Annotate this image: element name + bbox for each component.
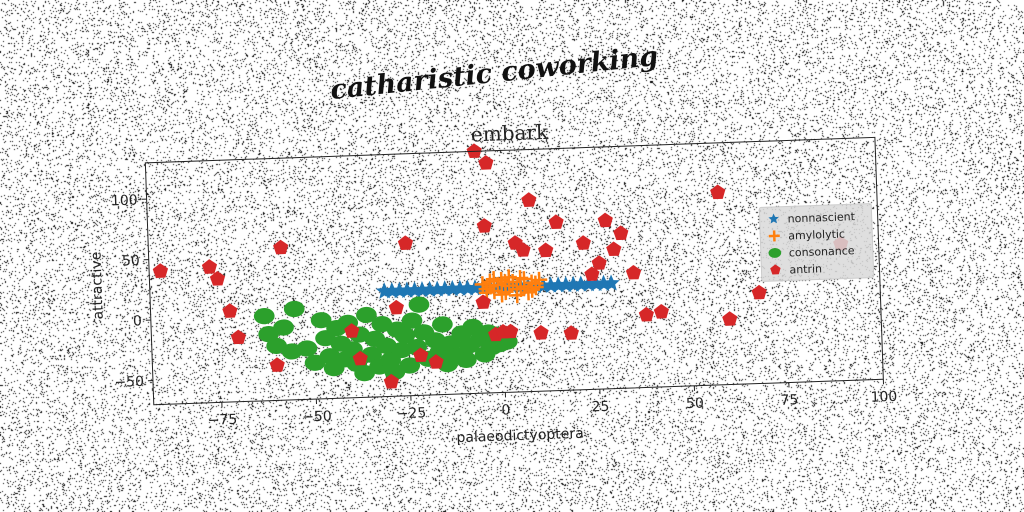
y-tick-label: 0 <box>133 313 142 329</box>
antrin-point <box>653 303 669 319</box>
antrin-point <box>548 214 564 230</box>
y-axis-label: attractive <box>88 251 106 319</box>
antrin-point <box>710 184 726 200</box>
antrin-point <box>344 323 360 338</box>
consonance-point <box>399 357 421 374</box>
legend-label: amylolytic <box>788 227 845 242</box>
antrin-point <box>538 242 554 258</box>
consonance-point <box>296 340 318 357</box>
amylolytic-point <box>512 280 529 298</box>
y-tick-label: −50 <box>114 374 144 391</box>
antrin-point <box>503 323 519 339</box>
amylolytic-point <box>493 286 510 303</box>
amylolytic-point <box>497 274 514 291</box>
consonance-point <box>273 319 294 336</box>
antrin-point <box>584 266 600 281</box>
consonance-point <box>283 300 305 318</box>
x-tick-label: 0 <box>501 402 510 418</box>
antrin-point <box>533 325 549 340</box>
consonance-point <box>462 318 484 336</box>
plot-area <box>152 143 849 389</box>
amylolytic-point <box>527 275 544 292</box>
antrin-point <box>613 225 629 241</box>
antrin-point <box>222 303 238 318</box>
antrin-point <box>352 350 368 366</box>
x-tick-label: 50 <box>686 396 704 413</box>
antrin-point <box>201 259 218 274</box>
consonance-point <box>253 307 275 325</box>
antrin-point <box>152 263 169 278</box>
consonance-point <box>371 315 393 333</box>
antrin-point <box>515 242 531 257</box>
y-tick-label: 100 <box>111 192 138 209</box>
consonance-point <box>266 337 287 355</box>
legend-box <box>758 203 875 282</box>
antrin-point <box>209 271 226 286</box>
axes-frame <box>144 136 884 406</box>
antrin-point <box>606 241 622 257</box>
amylolytic-point <box>516 271 533 288</box>
antrin-point <box>638 306 654 322</box>
antrin-point <box>476 218 492 233</box>
x-tick-label: 25 <box>591 399 609 416</box>
amylolytic-point <box>531 271 548 288</box>
antrin-point <box>591 255 607 270</box>
consonance-point <box>401 312 423 329</box>
antrin-point <box>597 212 613 228</box>
consonance-point <box>432 316 453 333</box>
antrin-point <box>563 325 579 340</box>
x-tick-label: −25 <box>396 405 426 422</box>
x-tick-label: 75 <box>780 392 798 409</box>
antrin-point <box>625 264 642 280</box>
antrin-point <box>521 192 537 207</box>
antrin-point <box>397 235 414 250</box>
amylolytic-point <box>482 278 499 295</box>
legend-label: nonnascient <box>787 210 855 225</box>
consonance-point <box>394 327 416 344</box>
consonance-point <box>455 351 477 368</box>
antrin-point <box>383 373 399 389</box>
legend-marker-antrin <box>770 264 781 275</box>
antrin-point <box>413 347 429 363</box>
x-axis-label: palaeodictyoptera <box>456 426 584 446</box>
amylolytic-point <box>485 270 502 288</box>
consonance-point <box>356 306 377 324</box>
y-tick-label: 50 <box>122 253 140 270</box>
antrin-point <box>722 311 738 326</box>
axis-ticks: −75 −50 −25 0 25 50 75 100 −50 0 50 100 <box>111 192 898 429</box>
antrin-point <box>230 329 247 345</box>
x-tick-label: 100 <box>870 389 897 406</box>
legend-marker-amylolytic <box>768 230 780 242</box>
chart-title: embark <box>471 120 550 147</box>
antrin-point <box>575 235 591 250</box>
axes-group: −75 −50 −25 0 25 50 75 100 −50 0 50 100 embark pala… <box>88 120 898 446</box>
antrin-point <box>751 284 767 300</box>
x-tick-label: −50 <box>302 409 332 426</box>
legend-label: antrin <box>789 262 822 276</box>
antrin-point <box>466 143 482 159</box>
antrin-point <box>428 354 444 369</box>
legend-label: consonance <box>789 244 855 259</box>
antrin-point <box>388 299 404 315</box>
legend-marker-consonance <box>768 247 782 258</box>
consonance-point <box>310 312 332 329</box>
antrin-point <box>269 357 285 372</box>
antrin-point <box>475 294 491 310</box>
figure-suptitle: catharistic coworking <box>329 41 660 106</box>
consonance-point <box>408 296 430 313</box>
nonnascient-point <box>602 274 620 291</box>
x-tick-label: −75 <box>207 412 237 429</box>
antrin-point <box>273 239 289 255</box>
legend-marker-nonnascient <box>768 213 779 224</box>
legend: nonnascient amylolytic consonance antrin <box>758 203 875 282</box>
antrin-point <box>478 155 494 170</box>
